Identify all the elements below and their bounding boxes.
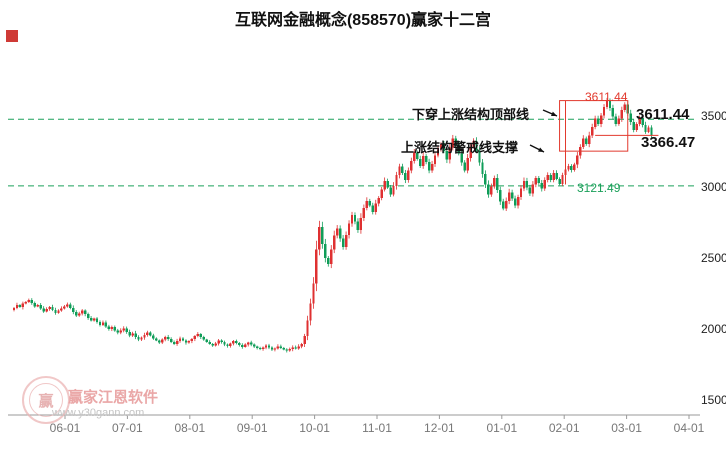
- x-axis-label: 01-01: [486, 421, 518, 435]
- legend-red-square-marker: [6, 30, 18, 42]
- watermark-brand-text: 赢家江恩软件: [68, 389, 159, 406]
- x-axis-label: 11-01: [362, 421, 392, 435]
- x-axis-label: 10-01: [299, 421, 330, 435]
- x-axis-label: 06-01: [49, 421, 81, 435]
- y-axis-label: 3500: [701, 109, 726, 124]
- x-axis-label: 08-01: [174, 421, 206, 435]
- x-axis-label: 09-01: [236, 421, 268, 435]
- y-axis-label: 1500: [701, 393, 726, 407]
- x-axis-label: 02-01: [548, 421, 580, 435]
- x-axis-label: 12-01: [424, 421, 455, 435]
- x-axis-label: 04-01: [673, 421, 705, 435]
- y-axis-label: 3000: [701, 180, 726, 195]
- page-title: 互联网金融概念(858570)赢家十二宫: [234, 12, 492, 29]
- y-axis-label: 2000: [701, 322, 726, 337]
- peak-price-label: 3611.44: [585, 90, 628, 104]
- annotation-top-structure-line: 下穿上涨结构顶部线: [412, 107, 530, 122]
- x-axis-label: 03-01: [611, 421, 642, 435]
- structure-low-price-label: 3121.49: [577, 181, 621, 195]
- watermark-url-text: www.y30gann.com: [52, 407, 145, 419]
- brand-seal-character: 赢: [29, 383, 63, 417]
- annotation-warning-support: 上涨结构警戒线支撑: [401, 140, 519, 155]
- x-axis-label: 07-01: [112, 421, 143, 435]
- brand-seal-logo: 赢: [22, 376, 70, 424]
- y-axis-label: 2500: [701, 251, 726, 266]
- right-price-bottom-label: 3366.47: [641, 134, 696, 151]
- right-price-top-label: 3611.44: [636, 106, 690, 123]
